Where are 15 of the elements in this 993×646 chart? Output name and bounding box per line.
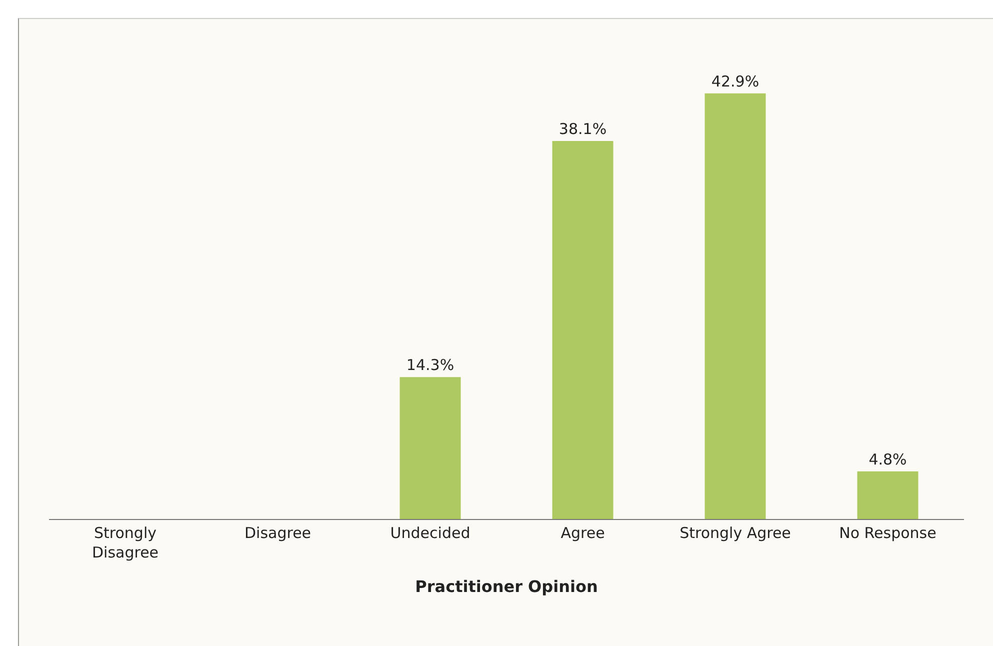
x-tick-label: Undecided — [390, 524, 470, 542]
data-label: 42.9% — [711, 72, 760, 90]
data-label: 4.8% — [868, 450, 907, 468]
x-tick-label: Strongly Agree — [680, 524, 791, 542]
x-tick-label: Strongly Disagree — [92, 524, 159, 562]
x-tick-label: No Response — [839, 524, 936, 542]
data-label: 14.3% — [406, 356, 454, 374]
bar — [857, 471, 918, 519]
x-tick-label: Disagree — [244, 524, 312, 542]
bar — [400, 377, 461, 519]
bar — [552, 140, 614, 519]
x-tick-label: Agree — [560, 524, 605, 542]
x-axis-title: Practitioner Opinion — [415, 577, 598, 596]
data-label: 38.1% — [558, 120, 607, 138]
bar — [704, 93, 766, 519]
